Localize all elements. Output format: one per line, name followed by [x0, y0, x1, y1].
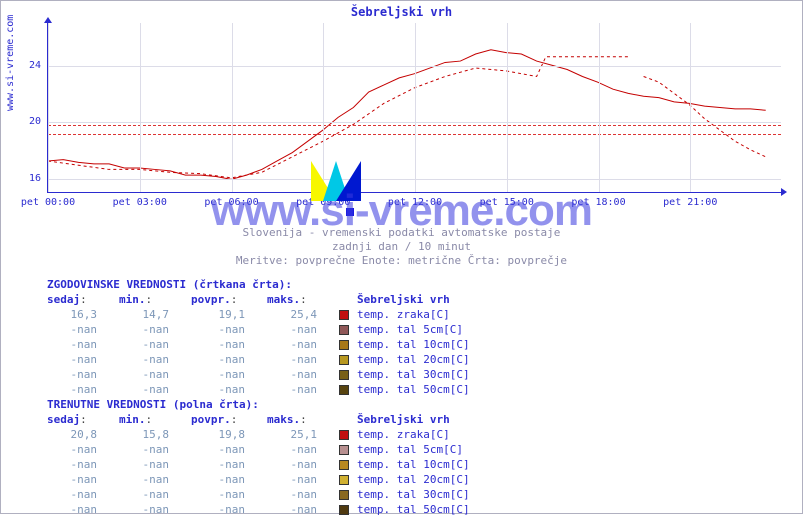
table-header-row: sedaj:min.:povpr.:maks.:Šebreljski vrh — [47, 292, 782, 307]
x-tick-label: pet 03:00 — [113, 197, 167, 208]
legend-swatch — [339, 490, 349, 500]
x-tick-label: pet 12:00 — [388, 197, 442, 208]
legend-swatch — [339, 385, 349, 395]
legend-swatch — [339, 310, 349, 320]
x-tick-label: pet 00:00 — [21, 197, 75, 208]
logo-icon — [311, 161, 361, 201]
caption-line-2: zadnji dan / 10 minut — [1, 240, 802, 253]
series-zgodovinske-temp-zraka — [48, 57, 766, 178]
series-trenutne-temp-zraka — [48, 50, 766, 180]
section-header: ZGODOVINSKE VREDNOSTI (črtkana črta): — [47, 277, 782, 292]
table-row: -nan-nan-nan-nantemp. tal 5cm[C] — [47, 322, 782, 337]
legend-swatch — [339, 445, 349, 455]
legend-swatch — [339, 325, 349, 335]
legend-swatch — [339, 475, 349, 485]
logo-square-icon — [346, 208, 354, 216]
table-row: -nan-nan-nan-nantemp. tal 50cm[C] — [47, 502, 782, 517]
table-row: 20,815,819,825,1temp. zraka[C] — [47, 427, 782, 442]
legend-swatch — [339, 370, 349, 380]
table-row: 16,314,719,125,4temp. zraka[C] — [47, 307, 782, 322]
y-tick-label: 20 — [17, 116, 41, 127]
table-row: -nan-nan-nan-nantemp. tal 30cm[C] — [47, 487, 782, 502]
x-tick-label: pet 15:00 — [480, 197, 534, 208]
caption-line-1: Slovenija - vremenski podatki avtomatske… — [1, 226, 802, 239]
table-row: -nan-nan-nan-nantemp. tal 50cm[C] — [47, 382, 782, 397]
x-tick-label: pet 18:00 — [571, 197, 625, 208]
y-tick-label: 16 — [17, 173, 41, 184]
table-row: -nan-nan-nan-nantemp. tal 30cm[C] — [47, 367, 782, 382]
table-row: -nan-nan-nan-nantemp. tal 10cm[C] — [47, 337, 782, 352]
data-tables: ZGODOVINSKE VREDNOSTI (črtkana črta):sed… — [47, 277, 782, 517]
table-header-row: sedaj:min.:povpr.:maks.:Šebreljski vrh — [47, 412, 782, 427]
table-row: -nan-nan-nan-nantemp. tal 5cm[C] — [47, 442, 782, 457]
legend-swatch — [339, 460, 349, 470]
source-url-label: www.si-vreme.com — [5, 15, 16, 111]
legend-swatch — [339, 430, 349, 440]
table-row: -nan-nan-nan-nantemp. tal 20cm[C] — [47, 352, 782, 367]
legend-swatch — [339, 355, 349, 365]
y-tick-label: 24 — [17, 60, 41, 71]
x-tick-label: pet 06:00 — [204, 197, 258, 208]
x-tick-label: pet 21:00 — [663, 197, 717, 208]
table-row: -nan-nan-nan-nantemp. tal 10cm[C] — [47, 457, 782, 472]
legend-swatch — [339, 505, 349, 515]
table-row: -nan-nan-nan-nantemp. tal 20cm[C] — [47, 472, 782, 487]
legend-swatch — [339, 340, 349, 350]
x-axis-arrow — [781, 188, 787, 196]
chart-area: 162024pet 00:00pet 03:00pet 06:00pet 09:… — [47, 23, 781, 193]
caption-line-3: Meritve: povprečne Enote: metrične Črta:… — [1, 254, 802, 267]
section-header: TRENUTNE VREDNOSTI (polna črta): — [47, 397, 782, 412]
chart-title: Šebreljski vrh — [1, 5, 802, 19]
